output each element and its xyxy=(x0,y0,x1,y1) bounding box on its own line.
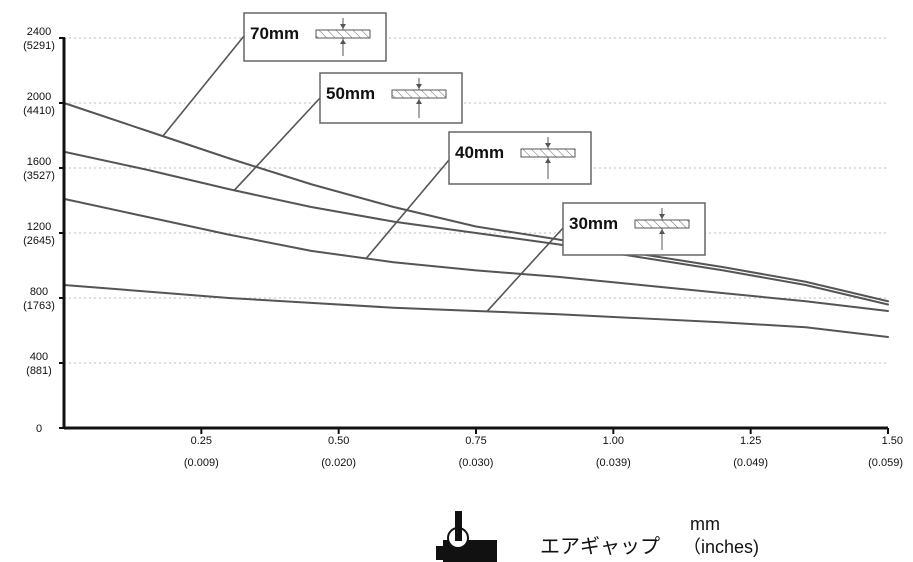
y-tick-label: 2000 xyxy=(27,91,51,103)
callout-leader-line xyxy=(486,227,564,312)
gap-arrowhead-bottom-icon xyxy=(340,39,346,44)
x-tick-label: 0.75 xyxy=(465,435,486,447)
callout-label: 70mm xyxy=(250,24,299,43)
callout-label: 40mm xyxy=(455,143,504,162)
x-tick-label: 1.00 xyxy=(603,435,624,447)
y-tick-sublabel: (4410) xyxy=(23,105,55,117)
x-tick-label: 0.50 xyxy=(328,435,349,447)
legend-unit-inches: （inches) xyxy=(683,537,759,557)
gap-arrowhead-top-icon xyxy=(340,24,346,29)
x-tick-sublabel: (0.049) xyxy=(733,457,768,469)
y-tick-sublabel: (881) xyxy=(26,365,52,377)
series-line-40mm xyxy=(63,197,889,312)
hatched-plate-icon xyxy=(520,148,576,158)
y-tick-label: 0 xyxy=(36,423,42,435)
x-tick-sublabel: (0.030) xyxy=(459,457,494,469)
callout-leader-line xyxy=(233,97,321,191)
y-tick-label: 400 xyxy=(30,351,48,363)
gap-arrowhead-top-icon xyxy=(545,143,551,148)
hatched-plate-icon xyxy=(391,89,447,99)
y-tick-label: 2400 xyxy=(27,26,51,38)
gap-arrowhead-top-icon xyxy=(416,84,422,89)
callout-leader-line xyxy=(365,159,450,259)
legend-airgap-label: エアギャップ xyxy=(540,535,660,558)
gap-arrowhead-bottom-icon xyxy=(659,229,665,234)
legend-unit-mm: mm xyxy=(690,514,720,534)
y-tick-sublabel: (1763) xyxy=(23,300,55,312)
x-tick-label: 1.50 xyxy=(882,435,903,447)
gap-arrowhead-bottom-icon xyxy=(416,99,422,104)
callout-leader-line xyxy=(162,35,245,137)
series-callouts: 70mm 50mm 40mm 30mm xyxy=(162,12,706,312)
gridlines xyxy=(64,37,888,364)
x-tick-label: 0.25 xyxy=(191,435,212,447)
callout-label: 30mm xyxy=(569,214,618,233)
y-tick-label: 800 xyxy=(30,286,48,298)
x-tick-sublabel: (0.039) xyxy=(596,457,631,469)
airgap-legend: エアギャップ mm （inches) xyxy=(436,511,759,562)
gap-arrowhead-top-icon xyxy=(659,214,665,219)
hatched-plate-icon xyxy=(634,219,690,229)
x-tick-sublabel: (0.009) xyxy=(184,457,219,469)
callout-box xyxy=(562,202,706,256)
series-line-50mm xyxy=(63,150,889,306)
y-tick-label: 1600 xyxy=(27,156,51,168)
y-tick-sublabel: (3527) xyxy=(23,170,55,182)
x-tick-sublabel: (0.059) xyxy=(868,457,903,469)
hatched-plate-icon xyxy=(315,29,371,39)
y-tick-label: 1200 xyxy=(27,221,51,233)
x-tick-sublabel: (0.020) xyxy=(321,457,356,469)
y-tick-sublabel: (5291) xyxy=(23,40,55,52)
x-tick-label: 1.25 xyxy=(740,435,761,447)
axis-ticks: 0 400 (881) 800 (1763) 1200 (2645) 1600 (3527) 20… xyxy=(23,26,903,469)
series-line-70mm xyxy=(63,102,889,303)
magnet-icon xyxy=(436,511,497,562)
callout-box xyxy=(448,131,592,185)
series-lines xyxy=(63,102,889,338)
callout-label: 50mm xyxy=(326,84,375,103)
y-tick-sublabel: (2645) xyxy=(23,235,55,247)
series-line-30mm xyxy=(63,284,889,338)
gap-arrowhead-bottom-icon xyxy=(545,158,551,163)
